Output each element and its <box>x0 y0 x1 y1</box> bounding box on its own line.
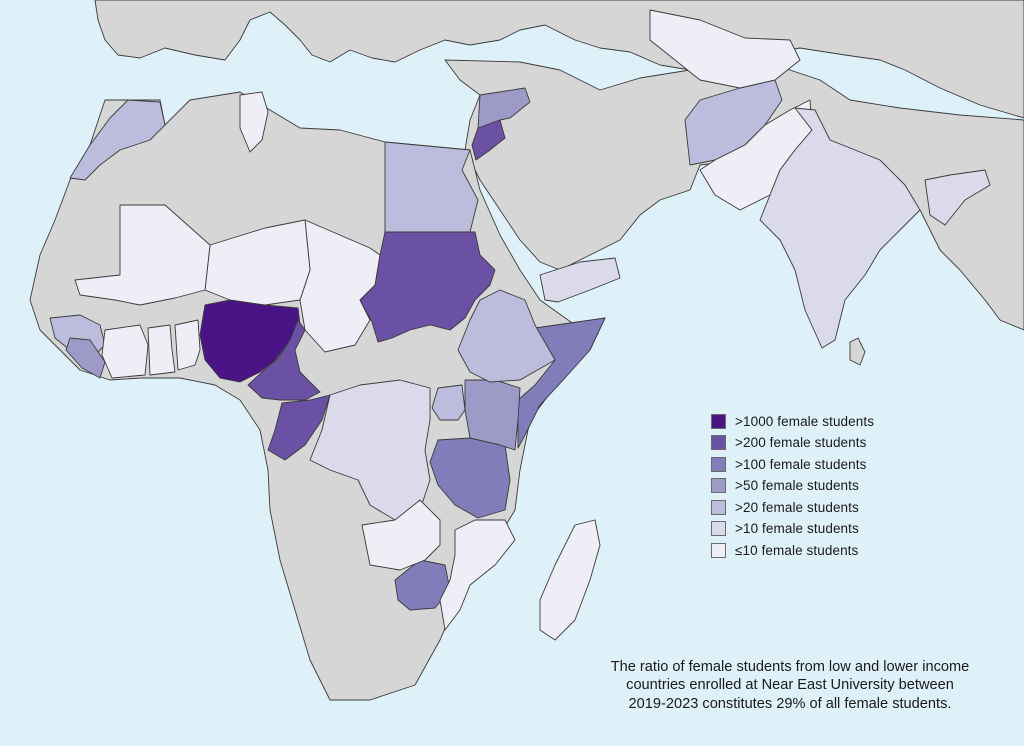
country-ghana <box>147 324 176 376</box>
legend-item: >200 female students <box>711 435 874 452</box>
sri-lanka <box>849 337 866 366</box>
legend-item: ≤10 female students <box>711 542 874 559</box>
legend-label: >10 female students <box>735 521 859 537</box>
country-somalia <box>517 317 606 449</box>
caption-line: countries enrolled at Near East Universi… <box>626 677 954 694</box>
legend-item: >1000 female students <box>711 413 874 430</box>
legend-label: >100 female students <box>735 456 867 472</box>
country-mali <box>74 204 211 306</box>
country-congo <box>267 394 331 461</box>
map-caption: The ratio of female students from low an… <box>560 658 1020 713</box>
legend-item: >100 female students <box>711 456 874 473</box>
legend-label: >200 female students <box>735 435 867 451</box>
legend-swatch <box>711 435 726 451</box>
legend-swatch <box>711 478 726 494</box>
country-egypt <box>384 141 479 233</box>
legend-swatch <box>711 521 726 537</box>
legend-label: >1000 female students <box>735 413 875 429</box>
country-uzbekistan <box>649 9 801 89</box>
europe-landmass <box>94 0 1024 119</box>
country-cameroon <box>247 319 321 401</box>
legend-item: >50 female students <box>711 478 874 495</box>
legend-swatch <box>711 542 726 558</box>
legend-swatch <box>711 413 726 429</box>
colored-countries <box>49 9 991 631</box>
country-zambia <box>361 499 441 571</box>
country-bangladesh <box>924 169 991 226</box>
country-mozambique <box>439 519 516 631</box>
country-liberia <box>65 337 106 379</box>
map-legend: >1000 female students >200 female studen… <box>711 413 874 559</box>
legend-swatch <box>711 456 726 472</box>
country-morocco <box>69 99 166 181</box>
legend-label: >20 female students <box>735 499 859 515</box>
legend-label: ≤10 female students <box>735 542 859 558</box>
country-india <box>759 107 921 349</box>
country-benin-togo <box>174 319 201 371</box>
country-syria <box>477 87 531 129</box>
country-yemen <box>539 257 621 303</box>
country-kenya <box>464 379 521 451</box>
country-ethiopia <box>457 289 556 383</box>
legend-item: >10 female students <box>711 521 874 538</box>
legend-label: >50 female students <box>735 478 859 494</box>
caption-line: 2019-2023 constitutes 29% of all female … <box>628 695 952 712</box>
country-tunisia <box>239 91 269 153</box>
madagascar <box>539 519 601 641</box>
legend-swatch <box>711 499 726 515</box>
caption-line: The ratio of female students from low an… <box>610 659 970 675</box>
country-ivory-coast <box>101 324 149 379</box>
legend-item: >20 female students <box>711 499 874 516</box>
country-uganda <box>431 384 466 421</box>
country-niger <box>204 219 311 306</box>
